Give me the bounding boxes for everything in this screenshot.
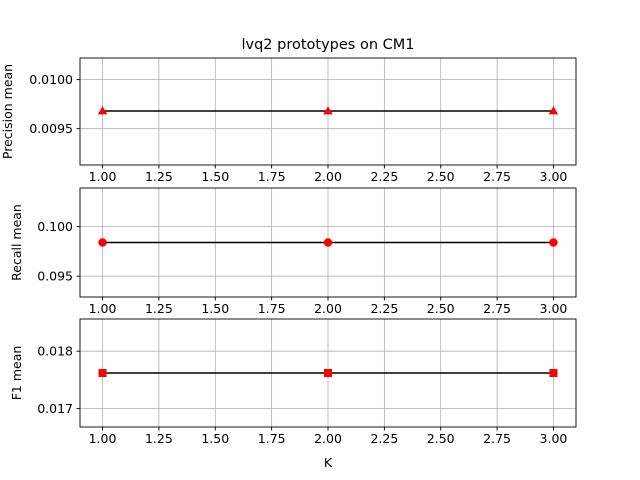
y-tick-label: 0.017 <box>37 401 73 416</box>
data-point-marker <box>98 238 107 247</box>
x-tick-label: 2.50 <box>427 431 455 446</box>
x-tick-label: 1.25 <box>145 431 173 446</box>
x-axis-label: K <box>324 455 333 470</box>
data-point-marker <box>324 369 332 377</box>
x-tick-label: 1.25 <box>145 169 173 184</box>
data-point-marker <box>323 238 333 247</box>
x-tick-label: 1.25 <box>145 301 173 316</box>
x-tick-label: 3.00 <box>540 301 568 316</box>
x-tick-label: 2.25 <box>370 301 398 316</box>
x-tick-label: 2.50 <box>427 169 455 184</box>
x-tick-label: 1.00 <box>89 301 117 316</box>
x-tick-label: 1.50 <box>201 301 229 316</box>
data-point-marker <box>549 238 558 247</box>
x-tick-label: 3.00 <box>540 431 568 446</box>
x-tick-label: 2.00 <box>314 169 342 184</box>
subplot-1: 1.00 1.25 1.50 1.75 2.00 2.25 2.50 2.75 3.00 0.00… <box>0 37 577 184</box>
y-axis-label: Recall mean <box>9 204 24 281</box>
x-tick-label: 3.00 <box>540 169 568 184</box>
x-tick-label: 1.00 <box>89 431 117 446</box>
y-tick-label: 0.100 <box>37 219 73 234</box>
data-point-marker <box>549 369 558 377</box>
y-tick-label: 0.095 <box>37 269 73 284</box>
x-tick-label: 2.75 <box>483 169 511 184</box>
y-axis-label: Precision mean <box>0 64 15 159</box>
y-tick-label: 0.0095 <box>29 121 73 136</box>
x-tick-label: 1.75 <box>258 431 286 446</box>
data-point-marker <box>323 106 333 115</box>
x-tick-label: 2.75 <box>483 301 511 316</box>
y-tick-label: 0.018 <box>37 344 73 359</box>
x-tick-label: 2.25 <box>370 431 398 446</box>
y-tick-label: 0.0100 <box>29 72 73 87</box>
x-tick-label: 2.00 <box>314 301 342 316</box>
x-tick-label: 1.75 <box>258 301 286 316</box>
chart-title: lvq2 prototypes on CM1 <box>241 37 414 53</box>
x-tick-label: 1.50 <box>201 431 229 446</box>
data-point-marker <box>98 369 107 377</box>
data-point-marker <box>548 106 559 115</box>
subplot-2: 1.00 1.25 1.50 1.75 2.00 2.25 2.50 2.75 3.00 0.09… <box>9 187 577 316</box>
x-tick-label: 2.50 <box>427 301 455 316</box>
data-point-marker <box>97 106 108 115</box>
x-tick-label: 2.00 <box>314 431 342 446</box>
x-tick-label: 1.00 <box>89 169 117 184</box>
subplot-3: 1.00 1.25 1.50 1.75 2.00 2.25 2.50 2.75 3.00 0.01… <box>9 318 577 470</box>
x-tick-label: 2.25 <box>370 169 398 184</box>
x-tick-label: 1.50 <box>201 169 229 184</box>
x-tick-label: 2.75 <box>483 431 511 446</box>
x-tick-label: 1.75 <box>258 169 286 184</box>
y-axis-label: F1 mean <box>9 346 24 401</box>
